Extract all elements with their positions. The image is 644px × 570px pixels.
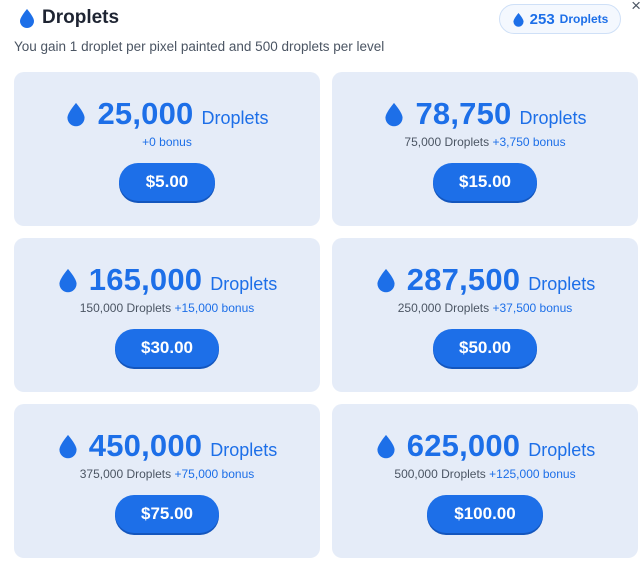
dialog-subtitle: You gain 1 droplet per pixel painted and… <box>14 39 385 54</box>
package-bonus: +125,000 bonus <box>489 467 576 481</box>
package-amount-row: 25,000 Droplets <box>14 96 320 132</box>
balance-unit: Droplets <box>559 12 609 26</box>
close-icon[interactable]: × <box>631 0 641 15</box>
package-amount-row: 625,000 Droplets <box>332 428 638 464</box>
package-detail: 375,000 Droplets +75,000 bonus <box>14 467 320 481</box>
droplet-icon <box>20 9 34 28</box>
package-bonus: +37,500 bonus <box>492 301 573 315</box>
package-bonus: +0 bonus <box>142 135 192 149</box>
package-amount: 625,000 <box>406 428 521 463</box>
package-grid: 25,000 Droplets +0 bonus $5.00 78,750 Dr… <box>14 72 638 562</box>
droplet-icon <box>513 12 524 27</box>
package-base: 250,000 Droplets <box>397 301 490 315</box>
package-amount: 287,500 <box>406 262 521 297</box>
package-amount: 450,000 <box>88 428 203 463</box>
package-card: 287,500 Droplets 250,000 Droplets +37,50… <box>332 238 638 392</box>
buy-button[interactable]: $5.00 <box>119 163 215 201</box>
package-amount: 25,000 <box>97 96 194 131</box>
droplet-icon <box>385 103 404 127</box>
package-bonus: +15,000 bonus <box>174 301 255 315</box>
package-amount-row: 450,000 Droplets <box>14 428 320 464</box>
package-unit: Droplets <box>210 440 278 460</box>
package-amount-row: 165,000 Droplets <box>14 262 320 298</box>
package-amount-row: 287,500 Droplets <box>332 262 638 298</box>
package-unit: Droplets <box>528 274 596 294</box>
droplet-balance-badge: 253 Droplets <box>499 4 621 34</box>
package-card: 165,000 Droplets 150,000 Droplets +15,00… <box>14 238 320 392</box>
droplet-icon <box>59 435 77 459</box>
package-base: 500,000 Droplets <box>394 467 486 481</box>
package-detail: 150,000 Droplets +15,000 bonus <box>14 301 320 315</box>
package-base: 75,000 Droplets <box>404 135 490 149</box>
package-bonus: +75,000 bonus <box>174 467 255 481</box>
package-detail: 500,000 Droplets +125,000 bonus <box>332 467 638 481</box>
buy-button[interactable]: $75.00 <box>115 495 219 533</box>
dialog-header: Droplets <box>18 7 119 29</box>
droplet-icon <box>67 103 86 127</box>
package-unit: Droplets <box>201 108 269 128</box>
package-detail: 250,000 Droplets +37,500 bonus <box>332 301 638 315</box>
buy-button[interactable]: $30.00 <box>115 329 219 367</box>
package-bonus: +3,750 bonus <box>492 135 566 149</box>
package-base: 375,000 Droplets <box>79 467 172 481</box>
buy-button[interactable]: $100.00 <box>427 495 543 533</box>
package-amount-row: 78,750 Droplets <box>332 96 638 132</box>
package-card: 450,000 Droplets 375,000 Droplets +75,00… <box>14 404 320 558</box>
package-amount: 78,750 <box>415 96 512 131</box>
package-card: 78,750 Droplets 75,000 Droplets +3,750 b… <box>332 72 638 226</box>
buy-button[interactable]: $50.00 <box>433 329 537 367</box>
dialog-title: Droplets <box>42 7 120 28</box>
droplet-icon <box>59 269 77 293</box>
package-unit: Droplets <box>210 274 278 294</box>
package-detail: +0 bonus <box>14 135 320 149</box>
balance-amount: 253 <box>529 10 555 28</box>
package-card: 625,000 Droplets 500,000 Droplets +125,0… <box>332 404 638 558</box>
package-card: 25,000 Droplets +0 bonus $5.00 <box>14 72 320 226</box>
droplet-icon <box>377 269 395 293</box>
package-unit: Droplets <box>519 108 587 128</box>
package-amount: 165,000 <box>88 262 203 297</box>
package-base: 150,000 Droplets <box>79 301 172 315</box>
droplet-icon <box>377 435 395 459</box>
package-unit: Droplets <box>528 440 596 460</box>
package-detail: 75,000 Droplets +3,750 bonus <box>332 135 638 149</box>
buy-button[interactable]: $15.00 <box>433 163 537 201</box>
